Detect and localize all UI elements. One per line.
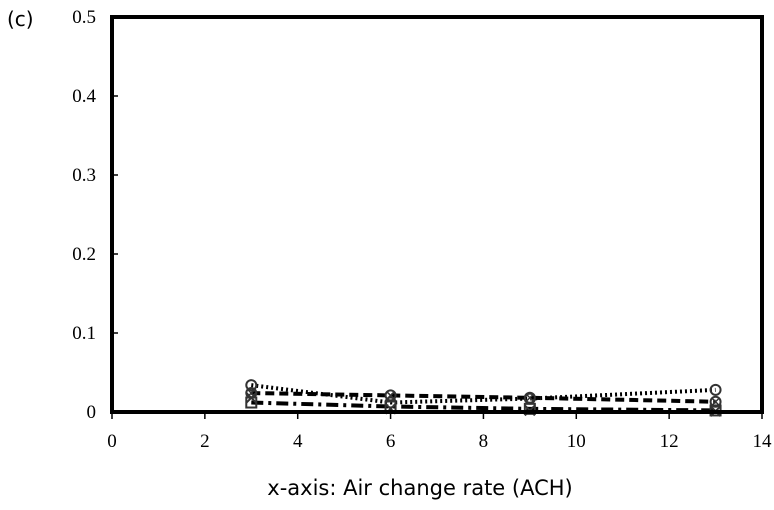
x-tick-label: 10 bbox=[567, 431, 586, 452]
data-point bbox=[709, 395, 722, 408]
y-tick-label: 0.3 bbox=[72, 165, 96, 186]
y-tick-label: 0.2 bbox=[72, 244, 96, 265]
data-point-ring bbox=[384, 389, 397, 402]
data-point bbox=[709, 383, 722, 396]
y-tick-label: 0.4 bbox=[72, 86, 96, 107]
x-tick-label: 6 bbox=[386, 431, 396, 452]
x-tick-label: 12 bbox=[660, 431, 679, 452]
x-axis-ticks: 0 2 4 6 8 10 12 14 bbox=[107, 412, 772, 452]
data-point bbox=[384, 389, 397, 402]
panel-label: (c) bbox=[7, 7, 34, 31]
data-point bbox=[245, 379, 258, 392]
plot-frame bbox=[110, 15, 764, 414]
x-tick-label: 0 bbox=[107, 431, 117, 452]
x-tick-label: 14 bbox=[753, 431, 773, 452]
x-tick-label: 4 bbox=[293, 431, 303, 452]
data-point-ring bbox=[709, 395, 722, 408]
series-line-3 bbox=[251, 400, 716, 413]
x-tick-label: 2 bbox=[200, 431, 210, 452]
y-tick-label: 0.1 bbox=[72, 323, 96, 344]
series-line-1 bbox=[251, 383, 716, 405]
x-axis-title: x-axis: Air change rate (ACH) bbox=[267, 476, 572, 500]
data-point-ring bbox=[523, 391, 536, 404]
y-tick-label: 0.5 bbox=[72, 7, 96, 28]
x-tick-label: 8 bbox=[479, 431, 489, 452]
data-point-cross bbox=[525, 393, 534, 402]
series-line-2 bbox=[251, 391, 716, 404]
data-point-cross bbox=[386, 391, 395, 400]
data-point bbox=[523, 391, 536, 404]
data-point-cross bbox=[711, 397, 720, 406]
data-point bbox=[245, 392, 257, 404]
y-tick-label: 0 bbox=[87, 402, 97, 423]
